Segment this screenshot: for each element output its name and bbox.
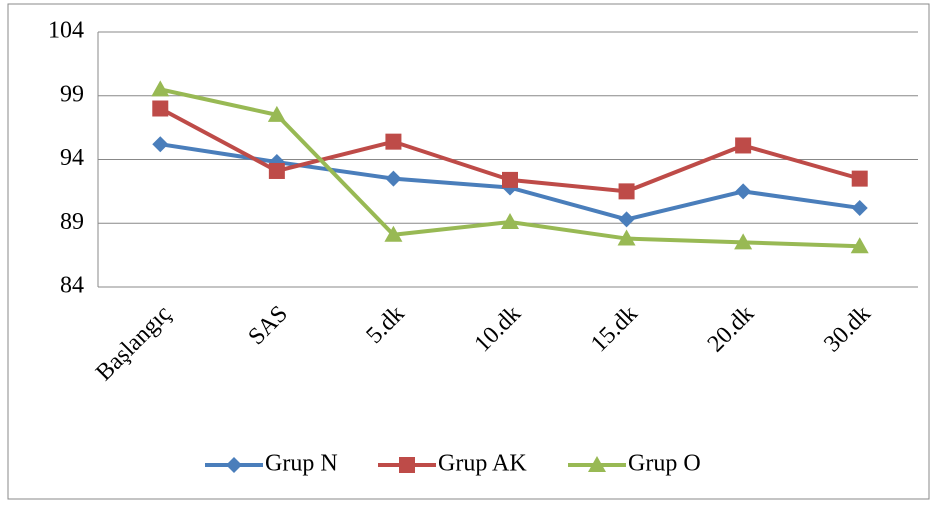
y-tick-label: 94: [60, 145, 84, 171]
marker: [735, 183, 752, 200]
y-tick-label: 89: [60, 209, 84, 235]
y-tick-label: 84: [60, 273, 84, 299]
marker: [502, 171, 518, 188]
marker: [151, 80, 170, 97]
marker: [385, 170, 402, 187]
y-tick-label: 104: [48, 18, 84, 44]
marker: [851, 170, 868, 187]
marker: [618, 211, 635, 228]
marker: [399, 457, 415, 473]
marker: [735, 137, 752, 154]
legend-label: Grup O: [628, 451, 701, 477]
marker: [851, 199, 868, 216]
marker: [226, 457, 242, 473]
marker: [734, 233, 753, 250]
marker: [617, 229, 636, 246]
marker: [385, 133, 402, 150]
marker: [267, 105, 286, 122]
chart-border: [7, 3, 930, 500]
marker: [152, 136, 169, 153]
legend-label: Grup AK: [438, 451, 527, 477]
marker: [850, 237, 869, 254]
marker: [618, 183, 635, 200]
legend-label: Grup N: [265, 451, 338, 477]
marker: [268, 162, 285, 179]
y-tick-label: 99: [60, 81, 84, 107]
marker: [588, 456, 606, 472]
marker: [501, 212, 519, 229]
marker: [384, 225, 403, 242]
marker: [152, 100, 169, 117]
